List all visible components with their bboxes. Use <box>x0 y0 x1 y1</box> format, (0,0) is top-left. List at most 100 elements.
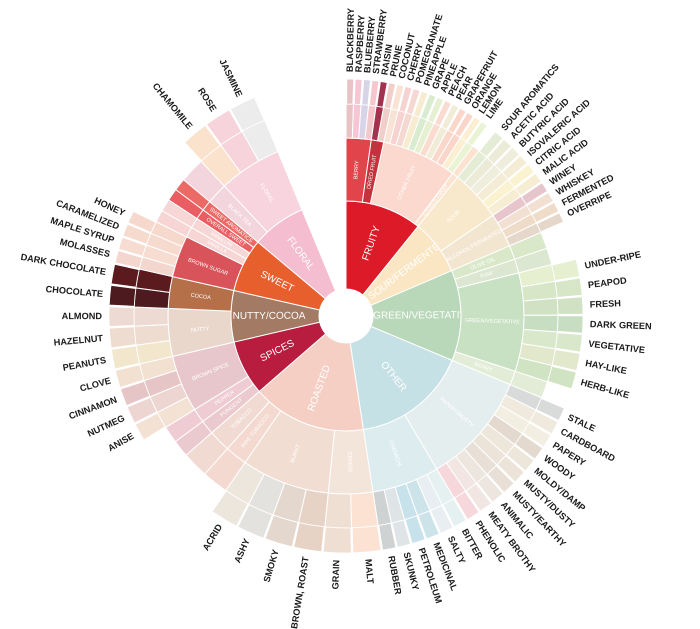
leaf-bar-skunky[interactable] <box>391 519 412 548</box>
leaf-label-hay-like: HAY-LIKE <box>584 358 627 376</box>
leaf-label-rubber: RUBBER <box>386 555 403 596</box>
leaf-bar-peach[interactable] <box>434 100 452 127</box>
leaf-bar-fresh[interactable] <box>556 296 584 315</box>
leaf-bar-herb-like[interactable] <box>547 365 577 390</box>
leaf-bar-coconut[interactable] <box>391 84 405 111</box>
leaf-bar-malt[interactable] <box>351 525 382 554</box>
leaf-label-acrid: ACRID <box>201 522 225 552</box>
leaf-bar-jasmine[interactable] <box>229 96 265 132</box>
leaf-bar-ashy[interactable] <box>237 504 273 539</box>
leaf-bar-cinnamon[interactable] <box>120 380 151 407</box>
leaf-label-peapod: PEAPOD <box>587 275 627 290</box>
leaf-bar-moldy-damp[interactable] <box>505 444 535 472</box>
center-hole <box>319 289 373 343</box>
leaf-bar-lemon[interactable] <box>460 116 481 142</box>
leaf-bar-fermented[interactable] <box>531 202 560 223</box>
leaf-bar-anise[interactable] <box>134 412 166 441</box>
leaf-bar-smoky[interactable] <box>264 514 299 548</box>
leaf-bar-stale[interactable] <box>535 397 565 422</box>
leaf-bar-chamomile[interactable] <box>184 124 221 162</box>
leaf-label-vegetative: VEGETATIVE <box>588 339 646 356</box>
leaf-bar-peanuts[interactable] <box>110 345 140 370</box>
leaf-bar-rubber[interactable] <box>378 522 397 551</box>
leaf-bar-pineapple[interactable] <box>413 90 429 118</box>
leaf-bar-strawberry[interactable] <box>368 80 380 107</box>
leaf-bar-prune[interactable] <box>383 82 396 110</box>
subsegment-label-cocoa: COCOA <box>190 293 211 302</box>
leaf-bar-molasses[interactable] <box>114 250 143 269</box>
leaf-bar-grape[interactable] <box>420 93 437 121</box>
leaf-bar-apple[interactable] <box>427 96 445 124</box>
leaf-label-almond: ALMOND <box>62 311 103 321</box>
leaf-bar-malic-acid[interactable] <box>514 172 542 197</box>
leaf-bar-animalic[interactable] <box>476 474 504 503</box>
leaf-label-brown-roast: BROWN, ROAST <box>289 555 311 629</box>
leaf-bar-whiskey[interactable] <box>526 191 554 214</box>
leaf-bar-maple-syrup[interactable] <box>118 236 147 257</box>
leaf-label-clove: CLOVE <box>79 376 112 394</box>
leaf-bar-citric-acid[interactable] <box>508 163 535 188</box>
leaf-bar-woody[interactable] <box>514 433 544 460</box>
leaf-bar-bitter[interactable] <box>442 498 467 528</box>
outer-cell-fresh <box>522 297 559 316</box>
leaf-bar-rose[interactable] <box>205 109 242 146</box>
leaf-bar-vegetative[interactable] <box>555 332 583 353</box>
leaf-bar-raisin[interactable] <box>376 81 388 108</box>
leaf-label-chocolate: CHOCOLATE <box>45 284 103 299</box>
leaf-bar-brown-roast[interactable] <box>293 522 325 553</box>
leaf-bar-honey[interactable] <box>127 210 157 234</box>
leaf-bar-pear[interactable] <box>440 103 460 131</box>
subsegment-label-berry: BERRY <box>353 160 360 180</box>
leaf-bar-cherry[interactable] <box>398 86 413 113</box>
leaf-bar-raspberry[interactable] <box>353 78 363 105</box>
leaf-bar-grapefruit[interactable] <box>447 107 467 134</box>
leaf-bar-papery[interactable] <box>522 422 552 448</box>
leaf-bar-lime[interactable] <box>466 121 488 147</box>
leaf-bar-dark-green[interactable] <box>557 315 584 334</box>
leaf-bar-salty[interactable] <box>430 504 454 534</box>
leaf-bar-winey[interactable] <box>520 182 548 205</box>
leaf-bar-hazelnut[interactable] <box>108 326 137 349</box>
leaf-bar-cardboard[interactable] <box>529 410 559 435</box>
leaf-bar-pomegranate[interactable] <box>405 88 421 116</box>
leaf-bar-nutmeg[interactable] <box>126 396 158 424</box>
leaf-bar-medicinal[interactable] <box>417 510 440 540</box>
outer-cell-grain <box>324 492 353 529</box>
leaf-bar-almond[interactable] <box>108 306 135 327</box>
leaf-bar-overripe[interactable] <box>536 212 565 233</box>
leaf-label-raspberry: RASPBERRY <box>353 15 366 73</box>
leaf-bar-acrid[interactable] <box>211 490 249 527</box>
leaf-label-dark-green: DARK GREEN <box>590 319 652 331</box>
leaf-label-peanuts: PEANUTS <box>62 355 107 373</box>
leaf-bar-acetic-acid[interactable] <box>486 138 512 165</box>
leaf-bar-blueberry[interactable] <box>361 79 371 106</box>
leaf-bar-peapod[interactable] <box>554 277 583 298</box>
leaf-bar-chocolate[interactable] <box>108 284 137 307</box>
leaf-label-hazelnut: HAZELNUT <box>53 333 104 348</box>
outer-cell-almond <box>133 306 169 327</box>
leaf-bar-dark-chocolate[interactable] <box>110 263 140 288</box>
leaf-bar-under-ripe[interactable] <box>551 258 581 281</box>
leaf-bar-butyric-acid[interactable] <box>494 146 520 172</box>
leaf-bar-grain[interactable] <box>322 526 352 554</box>
leaf-bar-blackberry[interactable] <box>346 78 355 105</box>
leaf-bar-hay-like[interactable] <box>551 349 581 372</box>
leaf-label-nutmeg: NUTMEG <box>86 413 126 439</box>
leaf-bar-sour-aromatics[interactable] <box>478 131 504 158</box>
leaf-bar-musty-dusty[interactable] <box>496 455 525 483</box>
leaf-label-smoky: SMOKY <box>262 548 281 583</box>
leaf-bar-meaty-brothy[interactable] <box>465 482 492 512</box>
leaf-bar-orange[interactable] <box>454 111 474 138</box>
leaf-bar-clove[interactable] <box>114 364 145 388</box>
segment-label-green-vegetative: GREEN/VEGETATIVE <box>373 310 473 321</box>
leaf-bar-musty-earthy[interactable] <box>486 465 515 494</box>
subsegment-label-cereal: CEREAL <box>346 451 353 473</box>
leaf-label-dark-chocolate: DARK CHOCOLATE <box>20 252 107 277</box>
leaf-bar-petroleum[interactable] <box>404 515 426 545</box>
leaf-label-fresh: FRESH <box>590 298 622 309</box>
subsegment-label-nutty: NUTTY <box>191 326 210 334</box>
leaf-bar-caramelized[interactable] <box>122 223 152 245</box>
leaf-label-rose: ROSE <box>196 86 219 113</box>
leaf-bar-isovaleric-acid[interactable] <box>501 155 528 180</box>
leaf-bar-phenolic[interactable] <box>454 490 480 520</box>
